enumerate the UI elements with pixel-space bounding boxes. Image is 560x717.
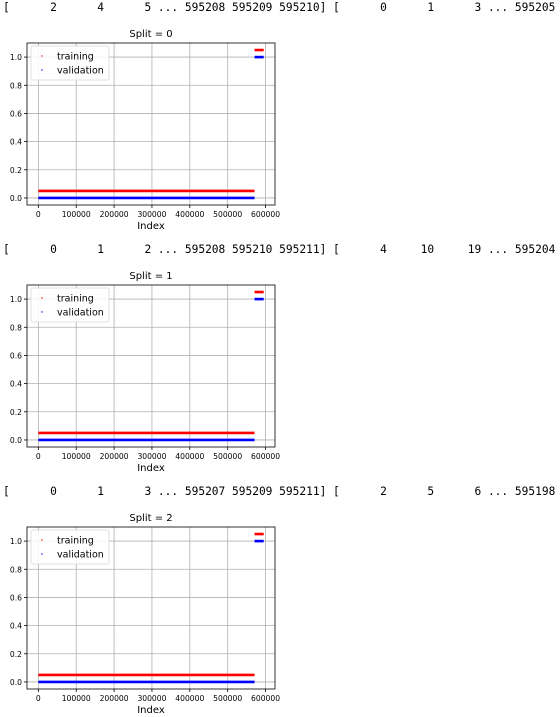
x-tick-label: 0 [36,694,41,703]
plot-frame [26,284,276,448]
legend-label-training: training [57,294,94,305]
y-tick-label: 0.0 [10,678,22,687]
x-tick-label: 400000 [175,694,204,703]
legend-box [30,287,110,323]
fold-indices-output-1: [ 0 1 2 ... 595208 595210 595211] [ 4 10… [3,243,556,256]
legend-label-validation: validation [57,550,104,561]
y-tick-label: 0.2 [10,166,22,175]
y-tick-label: 0.8 [10,81,22,90]
fold-indices-output-2: [ 0 1 3 ... 595207 595209 595211] [ 2 5 … [3,485,556,498]
legend-box [30,529,110,565]
x-tick-label: 100000 [62,210,91,219]
x-tick-label: 0 [36,210,41,219]
y-tick-label: 0.6 [10,593,22,602]
split-1-chart: Split = 1 0 100000 200000 300000 400000 500000… [10,271,280,474]
y-tick-label: 0.4 [10,138,22,147]
y-tick-label: 0.2 [10,650,22,659]
x-tick-label: 600000 [251,452,280,461]
split-2-chart: Split = 2 0 100000 200000 300000 400000 500000… [10,513,280,716]
x-tick-label: 200000 [100,210,129,219]
y-tick-label: 0.4 [10,380,22,389]
legend-marker-validation [41,311,43,313]
chart-title: Split = 1 [129,271,172,282]
x-tick-label: 500000 [213,452,242,461]
x-tick-label: 300000 [137,694,166,703]
y-tick-label: 1.0 [10,295,22,304]
legend-marker-training [41,55,43,57]
x-tick-label: 0 [36,452,41,461]
x-tick-label: 200000 [100,694,129,703]
legend-box [30,45,110,81]
x-tick-label: 500000 [213,694,242,703]
x-tick-label: 300000 [137,210,166,219]
x-tick-label: 300000 [137,452,166,461]
y-tick-label: 1.0 [10,537,22,546]
plot-frame [26,526,276,690]
y-tick-label: 0.4 [10,622,22,631]
x-axis-label: Index [137,221,165,232]
split-0-chart: Split = 0 0 100000 200000 300000 400000 500000… [10,29,280,232]
x-tick-label: 400000 [175,452,204,461]
legend-marker-validation [41,553,43,555]
y-tick-label: 1.0 [10,53,22,62]
y-tick-label: 0.2 [10,408,22,417]
x-tick-label: 600000 [251,210,280,219]
y-tick-label: 0.0 [10,436,22,445]
y-tick-label: 0.6 [10,109,22,118]
legend-marker-validation [41,69,43,71]
x-tick-label: 100000 [62,694,91,703]
legend-label-validation: validation [57,308,104,319]
plot-frame [26,42,276,206]
x-tick-label: 500000 [213,210,242,219]
x-tick-label: 400000 [175,210,204,219]
legend: training validation [30,529,110,565]
y-tick-label: 0.6 [10,351,22,360]
legend-label-training: training [57,52,94,63]
x-tick-label: 600000 [251,694,280,703]
chart-title: Split = 2 [129,513,172,524]
legend-label-validation: validation [57,66,104,77]
y-tick-label: 0.8 [10,323,22,332]
legend-marker-training [41,539,43,541]
x-axis-label: Index [137,705,165,716]
x-axis-label: Index [137,463,165,474]
fold-indices-output-0: [ 2 4 5 ... 595208 595209 595210] [ 0 1 … [3,1,556,14]
legend-marker-training [41,297,43,299]
legend: training validation [30,287,110,323]
chart-title: Split = 0 [129,29,172,40]
y-tick-label: 0.8 [10,565,22,574]
legend: training validation [30,45,110,81]
x-tick-label: 100000 [62,452,91,461]
y-tick-label: 0.0 [10,194,22,203]
legend-label-training: training [57,536,94,547]
x-tick-label: 200000 [100,452,129,461]
